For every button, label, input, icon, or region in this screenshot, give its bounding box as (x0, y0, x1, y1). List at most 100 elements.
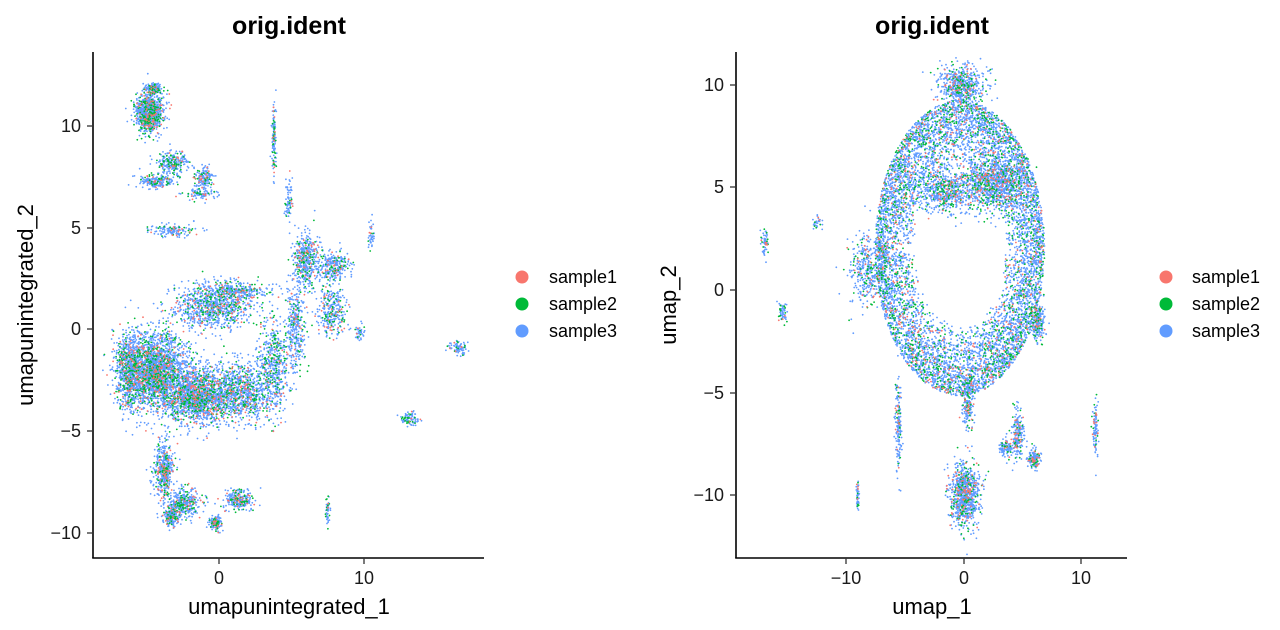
data-point (242, 282, 245, 285)
data-point (181, 159, 184, 161)
data-point (265, 321, 268, 323)
data-point (259, 289, 262, 291)
data-point (279, 315, 282, 318)
data-point (292, 259, 295, 262)
data-point (185, 227, 188, 229)
data-point (290, 196, 292, 199)
data-point (341, 330, 344, 333)
data-point (198, 319, 201, 322)
data-point (140, 106, 143, 109)
data-point (156, 307, 159, 310)
data-point (293, 286, 296, 288)
data-point (188, 290, 191, 292)
data-point (183, 237, 186, 239)
data-point (194, 311, 197, 313)
data-point (197, 334, 200, 337)
data-point (163, 109, 166, 111)
data-point (297, 337, 300, 340)
data-point (201, 197, 204, 200)
data-point (275, 110, 278, 113)
data-point (190, 292, 193, 295)
data-point (282, 321, 285, 323)
data-point (177, 164, 180, 167)
data-point (141, 105, 144, 108)
data-point (207, 285, 210, 288)
data-point (135, 106, 138, 109)
data-point (295, 355, 298, 358)
data-point (274, 413, 277, 415)
data-point (290, 359, 293, 362)
data-point (109, 393, 112, 396)
data-point (225, 285, 228, 287)
data-point (268, 300, 271, 303)
data-point (212, 195, 215, 198)
data-point (179, 309, 182, 312)
data-point (130, 114, 133, 117)
data-point (183, 158, 185, 160)
data-point (256, 310, 259, 313)
data-point (166, 102, 168, 105)
data-point (282, 341, 285, 343)
data-point (141, 186, 144, 189)
data-point (321, 276, 323, 279)
data-point (196, 171, 199, 174)
data-point (317, 315, 320, 318)
data-point (261, 309, 264, 312)
data-point (338, 271, 341, 273)
data-point (277, 345, 280, 348)
data-point (249, 299, 252, 302)
data-point (179, 166, 182, 169)
data-point (281, 361, 284, 364)
data-point (185, 308, 187, 310)
data-point (280, 392, 283, 395)
data-point (257, 373, 259, 375)
data-point (288, 221, 291, 224)
data-point (330, 253, 332, 256)
data-point (311, 311, 314, 313)
data-point (202, 167, 205, 169)
data-point (277, 363, 279, 366)
data-point (338, 305, 341, 308)
data-point (263, 291, 266, 294)
data-point (124, 107, 127, 110)
data-point (140, 323, 143, 326)
data-point (337, 322, 340, 325)
data-point (210, 317, 213, 319)
data-point (146, 184, 149, 187)
data-point (318, 236, 321, 239)
data-point (162, 104, 165, 107)
data-point (223, 322, 226, 325)
data-point (218, 284, 221, 287)
data-point (331, 318, 334, 321)
data-point (193, 312, 195, 314)
data-point (160, 183, 163, 186)
data-point (261, 290, 264, 293)
data-point (322, 323, 325, 325)
data-point (193, 287, 196, 290)
data-point (137, 117, 140, 120)
data-point (192, 313, 195, 316)
data-point (146, 94, 149, 96)
data-point (340, 247, 343, 250)
data-point (323, 299, 326, 301)
data-point (320, 290, 323, 292)
data-point (163, 340, 166, 343)
data-point (166, 117, 169, 120)
data-point (284, 376, 287, 378)
data-point (150, 408, 153, 411)
data-point (166, 171, 168, 174)
data-point (143, 178, 145, 181)
data-point (163, 231, 166, 234)
data-point (237, 322, 240, 324)
data-point (292, 367, 294, 370)
data-point (295, 293, 298, 296)
data-point (166, 93, 168, 95)
data-point (146, 72, 149, 75)
data-point (199, 292, 202, 295)
data-point (287, 196, 289, 199)
data-point (341, 288, 344, 291)
data-point (150, 228, 153, 231)
data-point (263, 377, 265, 380)
data-point (296, 371, 298, 374)
data-point (291, 338, 294, 341)
